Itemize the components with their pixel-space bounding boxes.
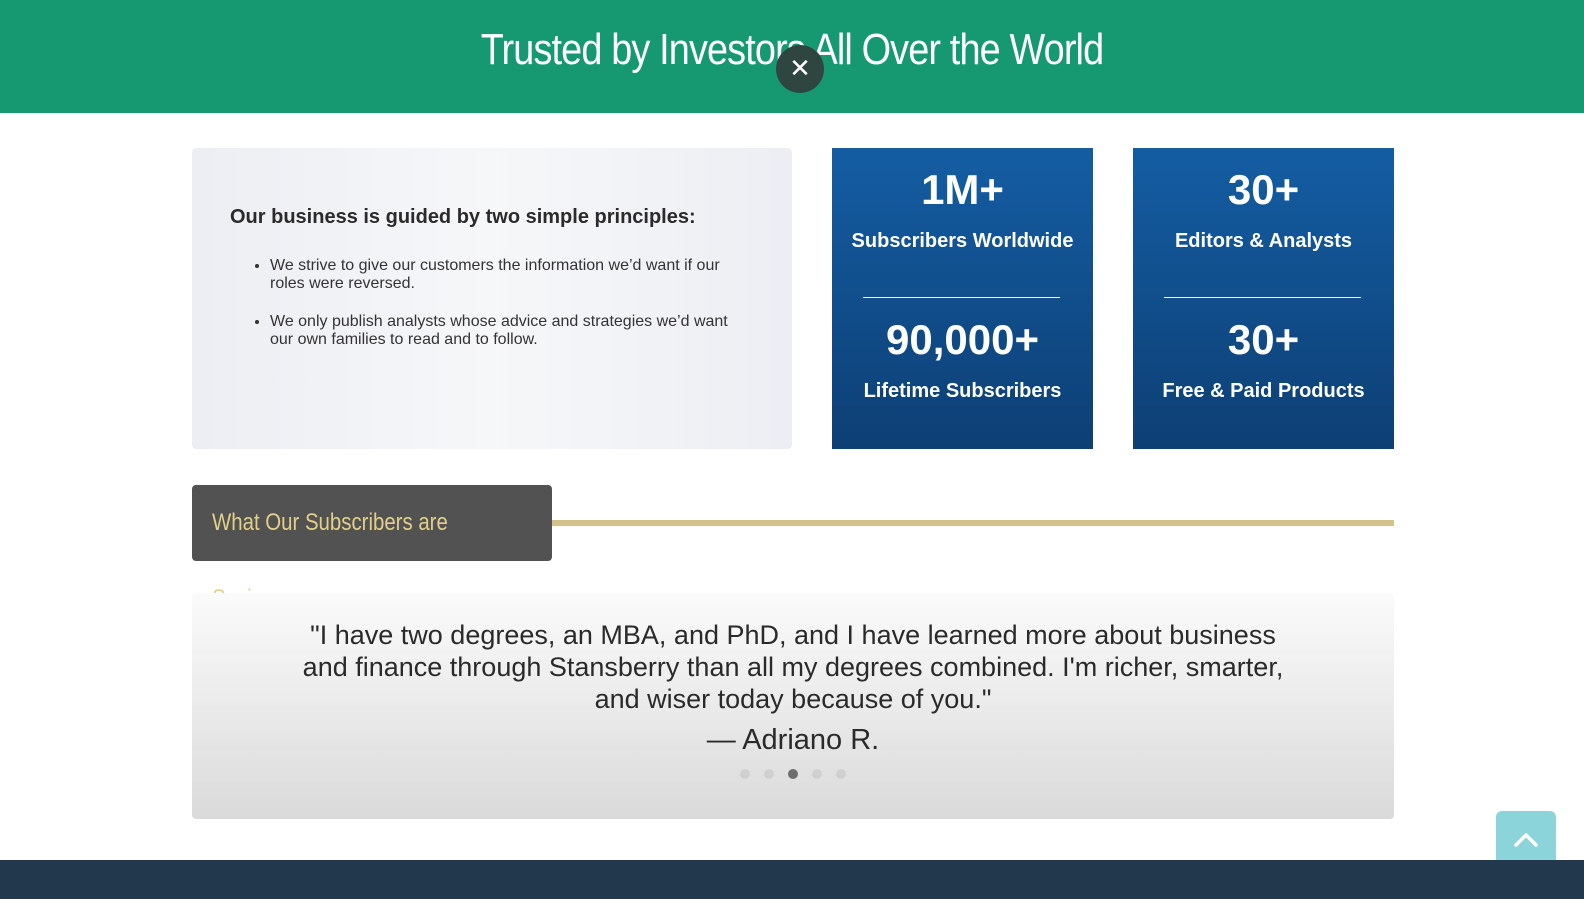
stat-label: Editors & Analysts xyxy=(1174,230,1353,252)
testimonial-author: — Adriano R. xyxy=(706,724,880,756)
close-icon: ✕ xyxy=(789,53,811,83)
principles-panel: Our business is guided by two simple pri… xyxy=(192,148,792,449)
section-divider-line xyxy=(552,520,1394,526)
stat-card-subscribers: 1M+ Subscribers Worldwide 90,000+ Lifeti… xyxy=(832,148,1093,449)
chevron-up-icon xyxy=(1514,833,1538,847)
stat-label: Subscribers Worldwide xyxy=(851,230,1074,252)
stat-card-editors: 30+ Editors & Analysts 30+ Free & Paid P… xyxy=(1133,148,1394,449)
carousel-dot-active[interactable] xyxy=(788,769,798,779)
principle-item: We strive to give our customers the info… xyxy=(270,257,754,293)
stat-value: 90,000+ xyxy=(886,316,1039,363)
stat-value: 1M+ xyxy=(921,166,1004,213)
testimonials-section-title: What Our Subscribers are Saying xyxy=(192,485,552,612)
carousel-dot[interactable] xyxy=(764,769,774,779)
testimonial-carousel: "I have two degrees, an MBA, and PhD, an… xyxy=(192,593,1394,819)
testimonial-quote: "I have two degrees, an MBA, and PhD, an… xyxy=(302,620,1284,714)
stat-divider xyxy=(1164,297,1361,298)
principles-list: We strive to give our customers the info… xyxy=(230,257,754,349)
principles-heading: Our business is guided by two simple pri… xyxy=(230,206,696,228)
stat-label: Free & Paid Products xyxy=(1162,380,1365,402)
stat-value: 30+ xyxy=(1227,166,1300,213)
principle-item: We only publish analysts whose advice an… xyxy=(270,313,754,349)
carousel-dot[interactable] xyxy=(812,769,822,779)
stat-divider xyxy=(863,297,1060,298)
close-button[interactable]: ✕ xyxy=(776,45,824,93)
carousel-dots xyxy=(192,769,1394,779)
footer xyxy=(0,860,1584,899)
carousel-dot[interactable] xyxy=(740,769,750,779)
stat-value: 30+ xyxy=(1227,316,1300,363)
stat-label: Lifetime Subscribers xyxy=(863,380,1062,402)
carousel-dot[interactable] xyxy=(836,769,846,779)
